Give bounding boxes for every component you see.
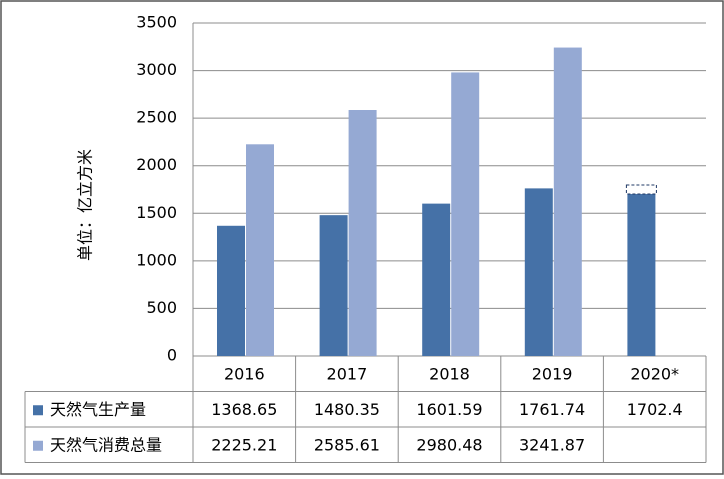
y-tick-label: 3500 — [136, 13, 177, 32]
x-tick-label: 2020* — [630, 364, 679, 383]
y-tick-label: 1000 — [136, 250, 177, 269]
bar — [553, 47, 582, 356]
x-tick-label: 2018 — [429, 364, 470, 383]
table-value: 1480.35 — [314, 400, 380, 419]
y-axis-label: 单位：亿立方米 — [76, 149, 95, 261]
legend-label: 天然气消费总量 — [50, 435, 162, 454]
legend-label: 天然气生产量 — [50, 400, 146, 419]
estimate-box — [625, 184, 657, 195]
y-tick-label: 1500 — [136, 203, 177, 222]
y-tick-label: 3000 — [136, 60, 177, 79]
table-value: 2980.48 — [416, 435, 482, 454]
table-value: 1702.4 — [627, 400, 683, 419]
legend-key — [33, 405, 43, 416]
bar — [422, 203, 451, 356]
table-value: 2585.61 — [314, 435, 380, 454]
bar — [246, 144, 274, 356]
y-tick-label: 2500 — [136, 108, 177, 127]
bar — [451, 72, 480, 356]
bar — [348, 109, 377, 356]
y-tick-label: 0 — [167, 346, 177, 365]
x-tick-label: 2017 — [327, 364, 368, 383]
table-value: 1601.59 — [416, 400, 482, 419]
bar — [627, 194, 656, 356]
bar — [319, 215, 348, 356]
y-tick-label: 2000 — [136, 155, 177, 174]
bar — [217, 225, 245, 356]
table-value: 1368.65 — [211, 400, 277, 419]
table-value: 3241.87 — [519, 435, 585, 454]
x-tick-label: 2016 — [224, 364, 265, 383]
x-tick-label: 2019 — [532, 364, 573, 383]
table-value: 2225.21 — [211, 435, 277, 454]
legend-key — [33, 440, 43, 451]
bar — [524, 188, 553, 356]
y-tick-label: 500 — [146, 298, 177, 317]
table-value: 1761.74 — [519, 400, 585, 419]
